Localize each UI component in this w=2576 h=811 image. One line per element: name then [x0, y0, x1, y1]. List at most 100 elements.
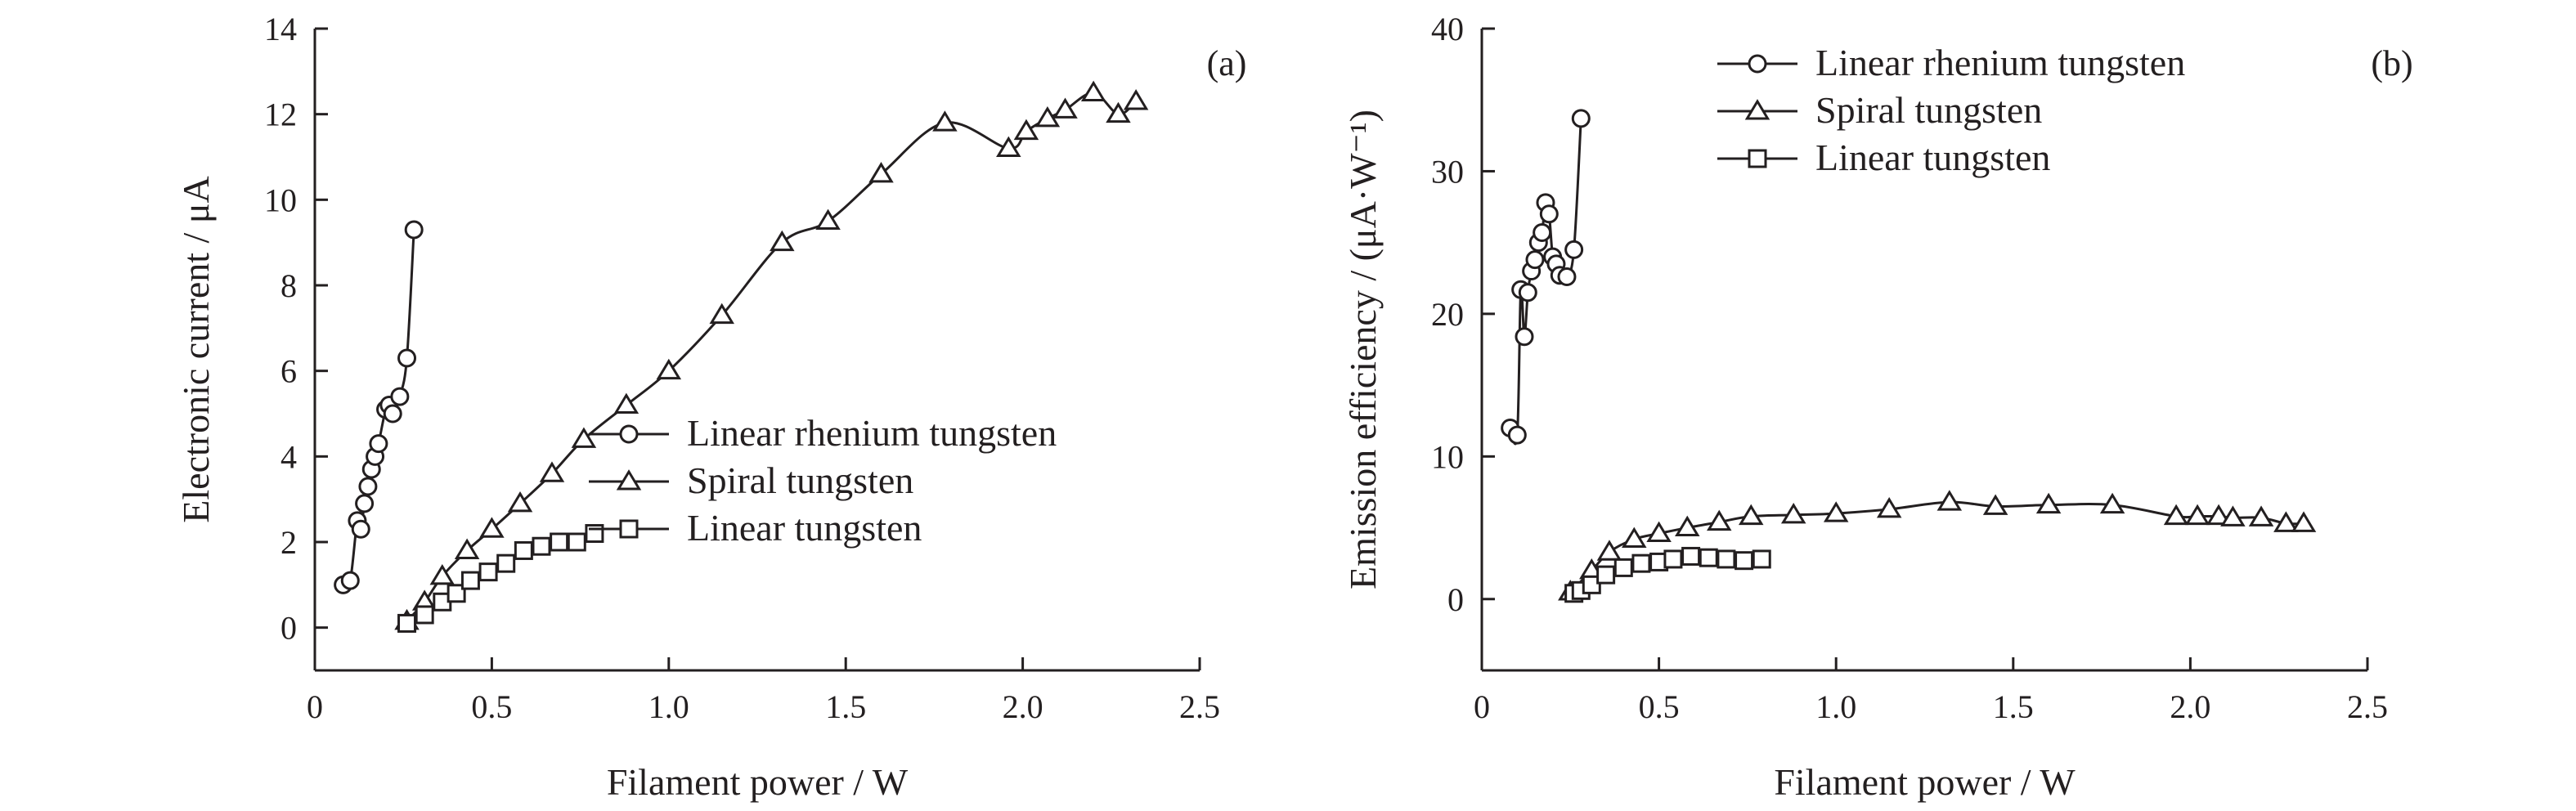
- x-tick-label: 2.5: [1179, 688, 1220, 725]
- x-tick-label: 0: [1474, 688, 1490, 725]
- data-point-square: [1613, 558, 1633, 577]
- legend-label: Spiral tungsten: [687, 459, 913, 501]
- x-tick-label: 0.5: [1639, 688, 1680, 725]
- data-point-triangle: [1823, 501, 1849, 522]
- panel-b-chart: 0 0.5 1.0 1.5 2.0 2.5 0 10 20 30 40 Filament power …: [1342, 11, 2413, 803]
- data-point-square: [1699, 548, 1718, 567]
- data-point-circle: [1515, 327, 1534, 347]
- data-point-triangle: [2099, 492, 2125, 514]
- data-point-triangle: [868, 162, 894, 183]
- data-point-square: [1582, 575, 1601, 594]
- data-point-triangle: [429, 563, 456, 585]
- legend-marker-triangle: [1744, 99, 1770, 120]
- data-point-square: [478, 562, 498, 582]
- y-tick-label: 0: [280, 610, 297, 647]
- data-point-triangle: [1982, 494, 2008, 515]
- data-point-triangle: [2163, 504, 2189, 526]
- legend-marker-circle: [619, 424, 639, 444]
- data-point-triangle: [1034, 105, 1061, 128]
- series-square: [1564, 546, 1771, 603]
- data-point-circle: [340, 571, 360, 590]
- data-point-triangle: [1876, 496, 1902, 518]
- data-point-circle: [351, 519, 370, 539]
- data-point-circle: [1533, 222, 1552, 242]
- data-point-triangle: [2220, 505, 2246, 526]
- data-point-square: [1631, 553, 1651, 573]
- data-point-triangle: [2248, 505, 2274, 526]
- data-point-square: [1681, 546, 1701, 566]
- data-point-circle: [390, 387, 410, 406]
- y-tick-label: 4: [280, 438, 297, 475]
- data-point-square: [447, 584, 466, 603]
- data-point-circle: [383, 404, 402, 423]
- legend-marker-square: [1748, 149, 1767, 168]
- panel-a-chart: 0 0.5 1.0 1.5 2.0 2.5 0 2 4 6 8 10 12 14 Filament powe…: [175, 11, 1246, 803]
- data-point-triangle: [2035, 492, 2062, 514]
- y-tick-label: 8: [280, 267, 297, 304]
- data-point-triangle: [2184, 504, 2210, 526]
- x-tick-label: 0: [307, 688, 323, 725]
- x-tick-label: 1.0: [648, 688, 689, 725]
- data-point-triangle: [2291, 511, 2317, 532]
- data-point-square: [1752, 549, 1771, 569]
- data-point-triangle: [996, 136, 1021, 158]
- series-triangle: [1558, 490, 2317, 601]
- data-point-square: [532, 536, 551, 556]
- data-point-triangle: [1106, 101, 1131, 123]
- data-point-triangle: [709, 302, 734, 325]
- data-point-triangle: [1080, 80, 1106, 101]
- data-point-circle: [369, 434, 388, 454]
- y-tick-label: 14: [264, 11, 297, 47]
- legend: Linear rhenium tungsten Spiral tungsten Li…: [1717, 42, 2185, 178]
- legend-label: Linear tungsten: [687, 507, 922, 549]
- data-point-circle: [1571, 109, 1591, 128]
- data-point-triangle: [656, 358, 682, 380]
- y-tick-label: 20: [1431, 296, 1464, 333]
- data-point-square: [1717, 549, 1736, 569]
- data-point-circle: [355, 494, 375, 513]
- data-point-triangle: [613, 392, 640, 414]
- data-point-circle: [1564, 240, 1584, 259]
- data-point-triangle: [1052, 97, 1078, 119]
- x-tick-label: 2.5: [2347, 688, 2388, 725]
- data-point-square: [496, 553, 516, 573]
- data-point-circle: [358, 477, 378, 496]
- y-tick-label: 12: [264, 96, 297, 133]
- data-point-triangle: [1013, 119, 1039, 141]
- data-point-triangle: [479, 517, 505, 538]
- data-point-square: [460, 571, 480, 590]
- data-point-square: [415, 605, 434, 625]
- legend-marker-circle: [1748, 54, 1767, 74]
- data-point-square: [1663, 549, 1683, 569]
- data-point-square: [1596, 565, 1616, 585]
- x-tick-label: 2.0: [1003, 688, 1043, 725]
- y-tick-label: 0: [1447, 581, 1464, 618]
- data-point-triangle: [1936, 490, 1963, 511]
- data-point-square: [514, 540, 533, 560]
- legend-marker-triangle: [616, 469, 642, 491]
- data-point-circle: [1557, 267, 1577, 287]
- data-point-triangle: [2273, 511, 2299, 532]
- series-circle: [1501, 109, 1591, 446]
- data-point-circle: [1518, 283, 1537, 302]
- y-tick-label: 10: [1431, 438, 1464, 475]
- x-axis-title: Filament power / W: [607, 761, 909, 803]
- data-point-triangle: [2206, 504, 2232, 526]
- x-tick-label: 1.0: [1815, 688, 1856, 725]
- data-point-circle: [1539, 204, 1559, 224]
- data-point-triangle: [1596, 540, 1622, 561]
- data-point-square: [397, 613, 417, 633]
- data-point-triangle: [1675, 515, 1700, 537]
- x-tick-label: 2.0: [2170, 688, 2210, 725]
- y-tick-label: 10: [264, 181, 297, 218]
- y-axis-title: Emission efficiency / (μA·W⁻¹): [1342, 110, 1384, 589]
- y-tick-label: 6: [280, 353, 297, 390]
- data-point-circle: [397, 348, 417, 368]
- panel-label: (b): [2371, 43, 2412, 83]
- data-point-triangle: [571, 427, 597, 448]
- x-tick-label: 0.5: [471, 688, 512, 725]
- legend-label: Linear rhenium tungsten: [1815, 42, 2185, 83]
- data-point-triangle: [1706, 509, 1732, 531]
- data-point-triangle: [507, 491, 533, 513]
